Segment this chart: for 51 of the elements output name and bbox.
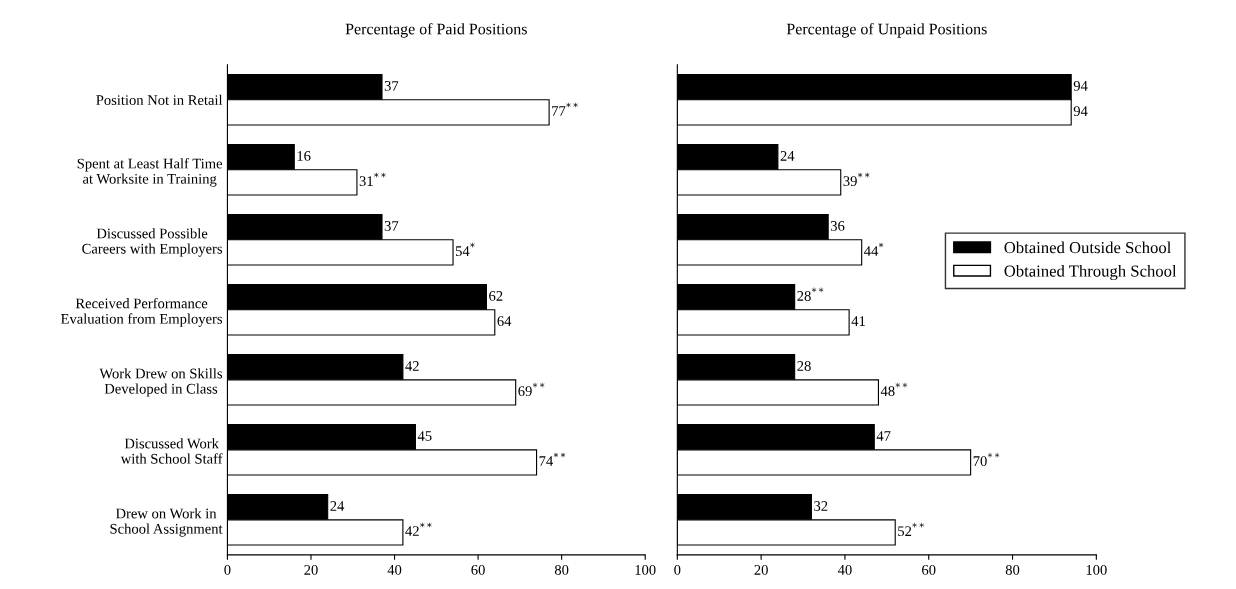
data-label: 94 (1073, 106, 1088, 117)
data-label: 77$^{**}$ (552, 102, 578, 116)
data-label: 28 (797, 361, 811, 371)
y-tick-label: Spent at Least Half Time at Worksite in Training (77, 158, 223, 187)
data-label: 36 (830, 221, 845, 231)
data-label: 31$^{**}$ (359, 172, 386, 187)
x-tick-label: 60 (922, 564, 936, 575)
data-label: 70$^{**}$ (973, 452, 1000, 467)
x-tick-label: 0 (674, 564, 681, 575)
x-tick-label: 40 (387, 564, 402, 575)
data-label: 28$^{**}$ (797, 287, 824, 301)
x-tick-label: 100 (635, 564, 656, 575)
data-label: 37 (384, 221, 399, 231)
chart-title: Percentage of Paid Positions (345, 22, 527, 38)
x-tick-label: 20 (304, 564, 318, 575)
y-tick-label: Position Not in Retail (96, 94, 223, 105)
data-label: 24 (780, 151, 795, 161)
y-tick-label: Received Performance Evaluation from Employers (60, 297, 223, 327)
y-tick-label: Discussed Work with School Staff (120, 438, 223, 464)
data-label: 16 (297, 151, 311, 161)
y-tick-label: Work Drew on Skills Developed in Class (99, 368, 223, 397)
y-tick-label: Discussed Possible Careers with Employers (82, 228, 223, 257)
x-tick-label: 40 (837, 564, 852, 575)
legend-label: Obtained Outside School (1004, 241, 1172, 254)
data-label: 42 (405, 361, 419, 371)
data-label: 52$^{**}$ (898, 522, 924, 537)
data-label: 42$^{**}$ (405, 522, 432, 536)
data-label: 54$^{*}$ (455, 242, 475, 257)
data-label: 62 (489, 291, 503, 301)
x-tick-label: 20 (754, 564, 768, 575)
data-label: 64 (497, 316, 512, 327)
chart-title: Percentage of Unpaid Positions (786, 22, 987, 38)
x-tick-label: 0 (224, 564, 231, 575)
data-label: 47 (876, 431, 891, 441)
data-label: 37 (384, 81, 399, 91)
x-tick-label: 60 (471, 564, 485, 575)
x-tick-label: 80 (554, 564, 569, 575)
data-label: 41 (851, 316, 865, 326)
data-label: 32 (814, 501, 828, 511)
legend-label: Obtained Through School (1004, 264, 1177, 281)
x-tick-label: 80 (1005, 564, 1020, 575)
data-label: 69$^{**}$ (518, 382, 545, 397)
data-label: 44$^{*}$ (864, 242, 884, 256)
data-label: 45 (417, 431, 432, 441)
data-label: 48$^{**}$ (880, 382, 908, 397)
data-label: 94 (1073, 81, 1088, 91)
data-label: 39$^{**}$ (843, 172, 870, 187)
data-label: 74$^{**}$ (539, 452, 566, 466)
x-tick-label: 100 (1086, 564, 1107, 575)
data-label: 24 (330, 501, 345, 511)
y-tick-label: Drew on Work in School Assignment (110, 508, 223, 537)
